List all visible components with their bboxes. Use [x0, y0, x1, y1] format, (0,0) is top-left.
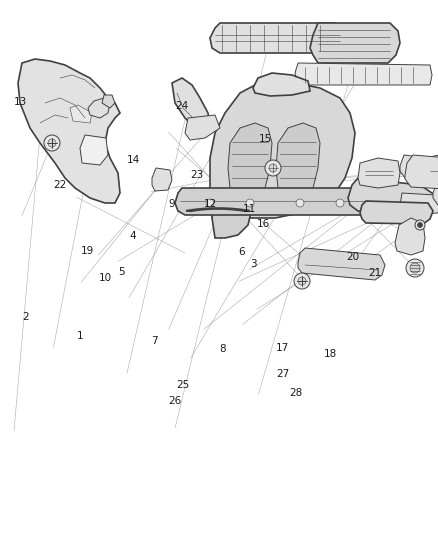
Polygon shape [70, 105, 92, 123]
Text: 14: 14 [127, 155, 140, 165]
Text: 9: 9 [169, 199, 175, 208]
Polygon shape [400, 155, 432, 178]
Circle shape [265, 160, 281, 176]
Polygon shape [295, 63, 432, 85]
Text: 4: 4 [129, 231, 136, 240]
Text: 25: 25 [176, 380, 189, 390]
Text: 18: 18 [324, 350, 337, 359]
Polygon shape [210, 23, 348, 53]
Text: 5: 5 [118, 267, 125, 277]
Polygon shape [152, 168, 172, 191]
Text: 20: 20 [346, 252, 359, 262]
Text: 19: 19 [81, 246, 94, 255]
Polygon shape [395, 218, 425, 255]
Polygon shape [433, 181, 438, 205]
Text: 13: 13 [14, 98, 27, 107]
Polygon shape [253, 73, 310, 96]
Polygon shape [430, 161, 438, 183]
Circle shape [294, 273, 310, 289]
Text: 3: 3 [250, 259, 256, 269]
Circle shape [406, 259, 424, 277]
Circle shape [415, 220, 425, 230]
Polygon shape [358, 158, 400, 188]
Text: 7: 7 [151, 336, 158, 346]
Circle shape [246, 199, 254, 207]
Circle shape [269, 164, 277, 172]
Text: 17: 17 [276, 343, 289, 352]
Circle shape [336, 199, 344, 207]
Text: 23: 23 [191, 170, 204, 180]
Text: 22: 22 [53, 181, 67, 190]
Polygon shape [405, 155, 438, 191]
Polygon shape [18, 59, 120, 203]
Polygon shape [228, 123, 272, 195]
Polygon shape [298, 248, 385, 280]
Text: 21: 21 [368, 268, 381, 278]
Text: 2: 2 [22, 312, 28, 322]
Text: 11: 11 [243, 204, 256, 214]
Text: 6: 6 [239, 247, 245, 256]
Circle shape [410, 263, 420, 273]
Text: 8: 8 [219, 344, 226, 354]
Circle shape [206, 199, 214, 207]
Polygon shape [420, 153, 438, 189]
Polygon shape [186, 208, 250, 211]
Polygon shape [360, 201, 433, 224]
Text: 10: 10 [99, 273, 112, 283]
Polygon shape [212, 191, 252, 238]
Circle shape [417, 222, 423, 228]
Polygon shape [88, 98, 110, 118]
Polygon shape [80, 135, 108, 165]
Polygon shape [172, 78, 210, 133]
Circle shape [296, 199, 304, 207]
Polygon shape [175, 188, 375, 215]
Polygon shape [348, 178, 435, 215]
Text: 15: 15 [258, 134, 272, 143]
Text: 26: 26 [169, 396, 182, 406]
Polygon shape [102, 95, 115, 108]
Polygon shape [400, 193, 438, 215]
Circle shape [298, 277, 306, 285]
Text: 12: 12 [204, 199, 217, 208]
Text: 1: 1 [77, 331, 83, 341]
Circle shape [48, 139, 56, 147]
Text: 24: 24 [175, 101, 188, 110]
Text: 16: 16 [257, 219, 270, 229]
Text: 27: 27 [276, 369, 289, 379]
Polygon shape [185, 115, 220, 140]
Polygon shape [210, 81, 355, 233]
Polygon shape [276, 123, 320, 195]
Polygon shape [310, 23, 400, 63]
Circle shape [44, 135, 60, 151]
Text: 28: 28 [289, 389, 302, 398]
